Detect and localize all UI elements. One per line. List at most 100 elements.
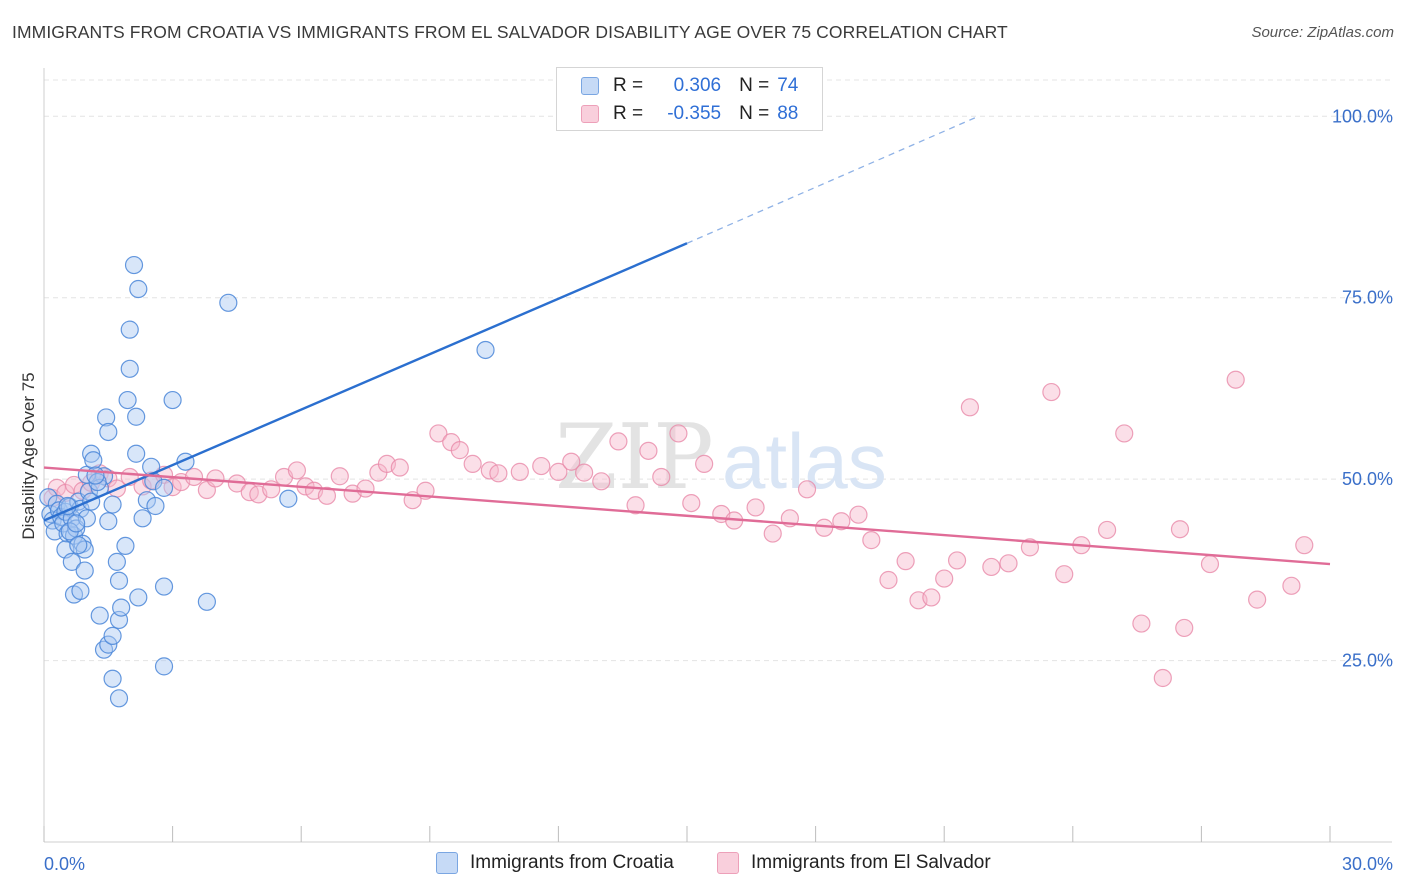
legend-r-value: -0.355	[667, 103, 722, 124]
data-point-croatia	[62, 552, 81, 571]
data-point-el-salvador	[1282, 576, 1301, 595]
watermark-atlas: atlas	[722, 417, 887, 505]
data-point-croatia	[97, 408, 116, 427]
data-point-croatia	[103, 626, 122, 645]
data-point-el-salvador	[206, 469, 225, 488]
trend-line-croatia-extension	[686, 115, 979, 244]
data-point-el-salvador	[450, 441, 469, 460]
stats-legend: R = 0.306 N = 74 R = -0.355 N = 88	[556, 67, 823, 131]
data-point-el-salvador	[947, 551, 967, 570]
legend-n-value: 74	[777, 75, 799, 96]
data-point-el-salvador	[1042, 382, 1061, 402]
data-point-el-salvador	[982, 557, 1001, 577]
legend-swatch-croatia	[581, 77, 599, 95]
legend-item-el-salvador[interactable]: Immigrants from El Salvador	[717, 852, 991, 874]
data-point-croatia	[88, 472, 107, 492]
data-point-el-salvador	[317, 486, 337, 505]
data-point-el-salvador	[184, 467, 204, 487]
data-point-el-salvador	[330, 467, 349, 486]
data-point-el-salvador	[1115, 424, 1134, 443]
data-point-el-salvador	[1097, 520, 1117, 540]
series-el-salvador-points	[43, 370, 1314, 688]
data-point-el-salvador	[1153, 668, 1172, 688]
data-point-el-salvador	[1055, 565, 1074, 584]
data-point-el-salvador	[549, 462, 568, 481]
legend-n-value: 88	[777, 103, 799, 124]
legend-label-croatia: Immigrants from Croatia	[470, 852, 674, 873]
y-tick-label: 75.0%	[1342, 288, 1393, 308]
data-point-croatia	[109, 689, 129, 708]
legend-r-label: R =	[613, 103, 644, 124]
trend-line-el-salvador	[43, 466, 1331, 566]
data-point-el-salvador	[609, 432, 628, 451]
legend-row-croatia: R = 0.306 N = 74	[581, 73, 798, 99]
chart-title: IMMIGRANTS FROM CROATIA VS IMMIGRANTS FR…	[12, 22, 1008, 42]
data-point-croatia	[112, 598, 131, 617]
x-tick-label-start: 0.0%	[44, 854, 85, 874]
data-point-el-salvador	[356, 479, 375, 498]
series-legend: Immigrants from Croatia Immigrants from …	[0, 852, 1406, 878]
legend-item-croatia[interactable]: Immigrants from Croatia	[436, 852, 674, 874]
data-point-croatia	[67, 514, 86, 533]
data-point-croatia	[71, 581, 90, 601]
data-point-croatia	[127, 407, 146, 426]
data-point-croatia	[84, 451, 103, 470]
data-point-croatia	[197, 592, 216, 611]
data-point-el-salvador	[532, 456, 551, 476]
data-point-el-salvador	[879, 570, 898, 590]
data-point-croatia	[90, 606, 109, 625]
data-point-el-salvador	[797, 480, 817, 499]
legend-swatch-el-salvador	[717, 852, 739, 874]
y-tick-label: 100.0%	[1332, 106, 1393, 126]
data-point-croatia	[129, 279, 148, 299]
data-point-croatia	[279, 489, 298, 508]
watermark: ZIP atlas	[555, 405, 887, 510]
data-point-el-salvador	[575, 463, 594, 482]
data-point-croatia	[77, 509, 96, 528]
data-point-croatia	[99, 512, 118, 531]
data-point-el-salvador	[746, 498, 765, 517]
data-point-el-salvador	[922, 588, 941, 607]
data-point-el-salvador	[562, 452, 581, 471]
data-point-croatia	[120, 320, 139, 339]
y-tick-label: 25.0%	[1342, 651, 1393, 671]
data-point-el-salvador	[849, 505, 868, 524]
data-point-el-salvador	[592, 472, 611, 491]
data-point-croatia	[133, 509, 152, 528]
data-point-croatia	[127, 444, 146, 463]
data-point-el-salvador	[1295, 536, 1314, 555]
data-point-el-salvador	[862, 531, 881, 550]
data-point-el-salvador	[960, 398, 980, 417]
gridlines	[44, 79, 1392, 662]
source-credit: Source: ZipAtlas.com	[1251, 24, 1394, 41]
data-point-croatia	[99, 422, 118, 442]
data-point-croatia	[69, 536, 88, 555]
data-point-croatia	[154, 577, 174, 596]
data-point-el-salvador	[626, 496, 645, 515]
x-tick-label-end: 30.0%	[1342, 854, 1393, 874]
data-point-el-salvador	[390, 458, 409, 477]
data-point-croatia	[154, 657, 174, 676]
data-point-el-salvador	[652, 467, 671, 487]
data-point-el-salvador	[1175, 618, 1194, 638]
data-point-el-salvador	[1170, 520, 1190, 539]
data-point-el-salvador	[510, 462, 529, 481]
data-point-croatia	[129, 588, 148, 607]
data-point-croatia	[219, 293, 238, 312]
data-point-el-salvador	[999, 554, 1018, 573]
data-point-el-salvador	[1248, 590, 1267, 609]
legend-label-el-salvador: Immigrants from El Salvador	[751, 852, 991, 873]
legend-swatch-el-salvador	[581, 105, 599, 123]
data-point-croatia	[103, 495, 122, 514]
data-point-croatia	[75, 561, 94, 580]
data-point-croatia	[86, 466, 105, 485]
legend-n-label: N =	[739, 103, 770, 124]
axes: 25.0% 50.0% 75.0% 100.0% 0.0% 30.0%	[43, 68, 1393, 874]
data-point-croatia	[476, 340, 495, 360]
data-point-el-salvador	[639, 441, 658, 460]
legend-row-el-salvador: R = -0.355 N = 88	[581, 101, 798, 127]
data-point-croatia	[118, 390, 137, 410]
legend-swatch-croatia	[436, 852, 458, 874]
trend-lines	[43, 115, 1331, 566]
